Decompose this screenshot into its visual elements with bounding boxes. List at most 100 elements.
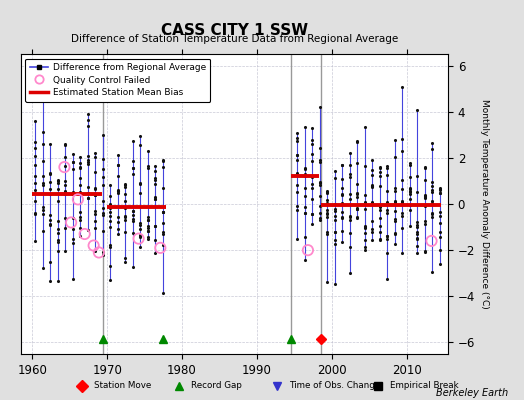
Point (91, 169, 100, 175)
Point (158, 209, 167, 216)
Point (83, 195, 92, 201)
Point (376, 165, 384, 172)
Point (61, 224, 69, 231)
Point (46, 212, 54, 218)
Point (99, 174, 107, 180)
Point (158, 209, 167, 215)
Point (398, 84, 407, 90)
Point (346, 213, 354, 220)
Point (136, 234, 144, 240)
Point (31, 162, 39, 168)
Point (99, 132, 107, 138)
Point (106, 182, 114, 188)
Point (338, 214, 346, 220)
Point (136, 232, 144, 239)
Point (113, 162, 122, 168)
Point (46, 170, 54, 176)
Point (368, 237, 377, 243)
Point (315, 203, 324, 210)
Point (46, 217, 54, 223)
Point (99, 228, 107, 234)
Point (83, 195, 92, 202)
Point (69, 159, 77, 165)
Point (121, 198, 129, 205)
Point (158, 157, 167, 164)
Point (113, 186, 122, 193)
Point (331, 201, 339, 207)
Point (331, 241, 339, 247)
Point (323, 231, 332, 238)
Point (368, 183, 377, 189)
Point (383, 198, 391, 205)
Point (428, 140, 436, 146)
Point (428, 146, 436, 152)
Point (413, 243, 421, 249)
Point (53, 247, 62, 254)
Point (53, 176, 62, 183)
Point (76, 209, 84, 215)
Point (421, 217, 429, 224)
Point (83, 123, 92, 130)
Text: Difference of Station Temperature Data from Regional Average: Difference of Station Temperature Data f… (71, 34, 398, 44)
Point (338, 162, 346, 168)
Point (69, 214, 77, 221)
Point (421, 193, 429, 200)
Point (361, 230, 369, 236)
Point (293, 135, 302, 141)
Point (428, 189, 436, 196)
Point (368, 226, 377, 233)
Point (136, 226, 144, 233)
Point (353, 193, 362, 200)
Point (308, 137, 316, 144)
Point (83, 184, 92, 190)
Point (398, 210, 407, 216)
Point (53, 230, 62, 236)
Point (106, 224, 114, 230)
Point (398, 147, 407, 154)
Point (46, 222, 54, 228)
Point (428, 210, 436, 217)
Point (361, 224, 369, 231)
Point (83, 161, 92, 168)
Point (331, 217, 339, 223)
Point (383, 188, 391, 195)
Point (361, 244, 369, 251)
Point (406, 160, 414, 166)
Point (53, 226, 62, 233)
Point (128, 212, 137, 219)
Point (398, 185, 407, 192)
Point (76, 182, 84, 188)
Point (331, 208, 339, 214)
Point (368, 182, 377, 188)
Point (61, 181, 69, 188)
Point (69, 240, 77, 246)
Point (151, 250, 159, 256)
Point (38, 180, 47, 187)
Point (376, 164, 384, 170)
Point (121, 213, 129, 220)
Point (428, 198, 436, 204)
Point (421, 192, 429, 198)
Point (413, 235, 421, 242)
Point (113, 225, 122, 232)
Text: Time of Obs. Change: Time of Obs. Change (289, 381, 380, 390)
Point (346, 216, 354, 223)
Point (69, 235, 77, 242)
Point (435, 220, 444, 226)
Point (91, 185, 100, 191)
Point (383, 210, 391, 216)
Point (144, 234, 152, 240)
Point (353, 190, 362, 196)
Point (308, 125, 316, 131)
Point (136, 142, 144, 149)
Point (293, 152, 302, 158)
Point (83, 227, 92, 234)
Point (293, 138, 302, 144)
Point (61, 153, 69, 160)
Point (323, 279, 332, 285)
Point (301, 257, 309, 263)
Point (69, 276, 77, 282)
Point (31, 153, 39, 160)
Point (69, 191, 77, 197)
Point (91, 211, 100, 218)
